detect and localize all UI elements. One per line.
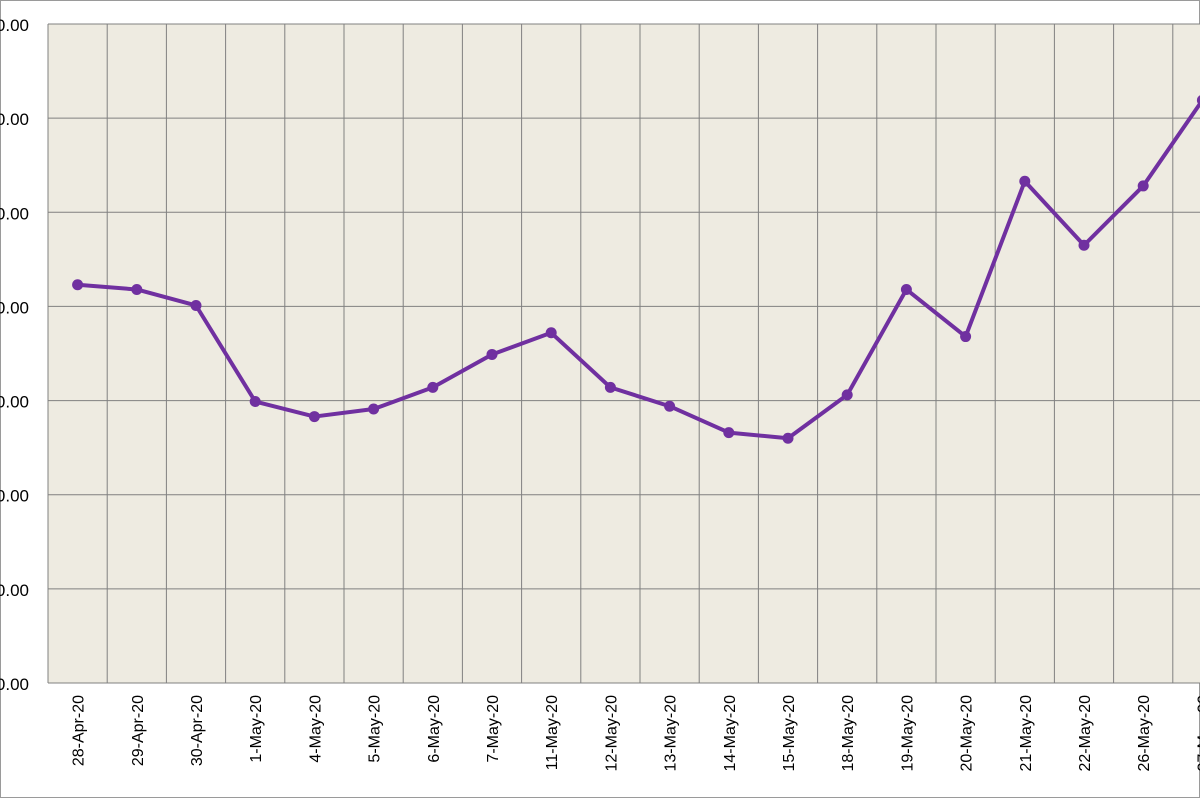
- data-point: [427, 381, 439, 393]
- x-tick-label: 6-May-20: [426, 695, 443, 763]
- data-point: [486, 348, 498, 360]
- data-point: [190, 299, 202, 311]
- y-tick-label: 0.00: [0, 204, 29, 223]
- data-point: [1078, 239, 1090, 251]
- x-tick-label: 19-May-20: [899, 695, 916, 772]
- data-point: [1137, 180, 1149, 192]
- y-tick-label: 0.00: [0, 393, 29, 412]
- x-tick-label: 18-May-20: [840, 695, 857, 772]
- x-tick-label: 21-May-20: [1018, 695, 1035, 772]
- y-tick-label: 0.00: [0, 487, 29, 506]
- plot-area: [48, 24, 1200, 683]
- x-axis-tick-labels: 28-Apr-20 29-Apr-20 30-Apr-20 1-May-20 4-May…: [71, 695, 1200, 772]
- data-point: [545, 327, 557, 339]
- y-tick-label: 0.00: [0, 298, 29, 317]
- x-tick-label: 27-May-20: [1195, 695, 1200, 772]
- series-line: [77, 100, 1200, 441]
- data-point: [841, 389, 853, 401]
- data-point: [249, 396, 261, 408]
- data-point: [1196, 95, 1200, 106]
- x-tick-label: 4-May-20: [307, 695, 324, 763]
- data-point: [72, 279, 84, 291]
- data-point: [308, 411, 320, 423]
- x-tick-label: 22-May-20: [1077, 695, 1094, 772]
- x-tick-label: 15-May-20: [781, 695, 798, 772]
- data-point: [782, 432, 794, 444]
- x-tick-label: 14-May-20: [722, 695, 739, 772]
- x-tick-label: 26-May-20: [1136, 695, 1153, 772]
- x-tick-label: 28-Apr-20: [71, 695, 88, 766]
- x-tick-label: 13-May-20: [663, 695, 680, 772]
- x-tick-label: 7-May-20: [485, 695, 502, 763]
- x-tick-label: 5-May-20: [367, 695, 384, 763]
- y-axis-tick-labels: 0.00 0.00 0.00 0.00 0.00 0.00 0.00 0.00: [0, 16, 29, 694]
- data-point: [723, 427, 735, 439]
- data-point: [368, 403, 380, 415]
- x-tick-label: 11-May-20: [544, 695, 561, 770]
- x-tick-label: 30-Apr-20: [189, 695, 206, 766]
- data-point: [664, 400, 676, 412]
- data-point: [131, 283, 143, 295]
- data-point: [1019, 175, 1031, 187]
- y-tick-label: 0.00: [0, 16, 29, 35]
- x-tick-label: 1-May-20: [248, 695, 265, 763]
- data-point: [900, 283, 912, 295]
- data-point: [960, 331, 972, 343]
- y-tick-label: 0.00: [0, 675, 29, 694]
- y-tick-label: 0.00: [0, 581, 29, 600]
- x-tick-label: 20-May-20: [959, 695, 976, 772]
- x-tick-label: 29-Apr-20: [130, 695, 147, 766]
- x-tick-label: 12-May-20: [603, 695, 620, 772]
- y-tick-label: 0.00: [0, 110, 29, 129]
- data-point: [604, 381, 616, 393]
- data-series: [72, 95, 1200, 444]
- grid: [47, 23, 1200, 684]
